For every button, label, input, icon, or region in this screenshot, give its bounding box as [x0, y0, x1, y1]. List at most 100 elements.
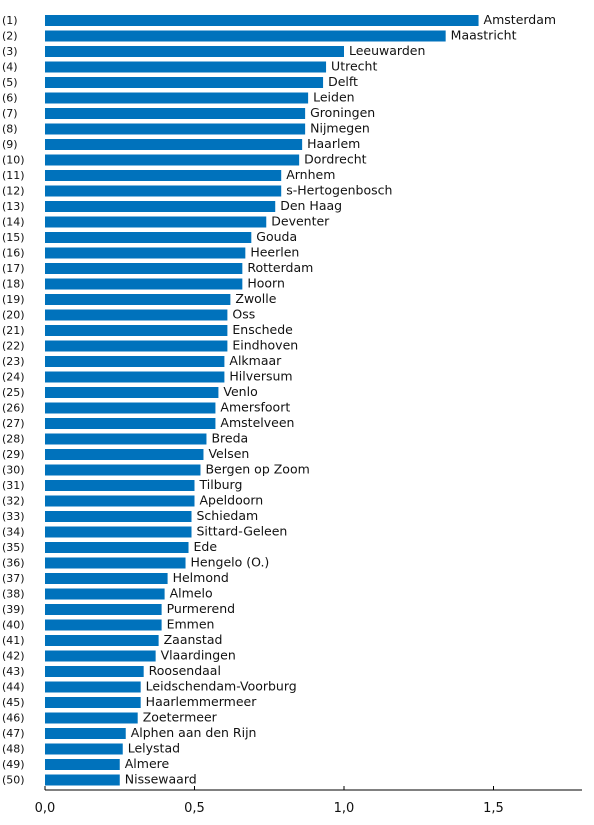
rank-label-50: (50) [2, 774, 25, 787]
city-label-20: Oss [232, 307, 255, 322]
rank-label-32: (32) [2, 495, 25, 508]
city-label-10: Dordrecht [304, 152, 366, 167]
rank-label-8: (8) [2, 123, 18, 136]
bar-46 [45, 712, 138, 724]
city-label-44: Leidschendam-Voorburg [146, 679, 297, 694]
city-label-45: Haarlemmermeer [146, 694, 258, 709]
rank-label-42: (42) [2, 650, 25, 663]
rank-label-9: (9) [2, 138, 18, 151]
rank-label-34: (34) [2, 526, 25, 539]
bar-7 [45, 108, 306, 119]
bar-50 [45, 774, 120, 786]
bar-10 [45, 154, 300, 166]
city-label-33: Schiedam [197, 508, 259, 523]
bar-11 [45, 170, 282, 181]
city-label-23: Alkmaar [229, 353, 282, 368]
city-label-30: Bergen op Zoom [205, 462, 309, 477]
bar-23 [45, 356, 225, 367]
bar-5 [45, 77, 324, 88]
city-label-27: Amstelveen [220, 415, 294, 430]
rank-label-47: (47) [2, 727, 25, 740]
bar-35 [45, 542, 189, 553]
city-label-6: Leiden [313, 90, 354, 105]
city-label-13: Den Haag [280, 198, 342, 213]
city-label-3: Leeuwarden [349, 43, 425, 58]
city-label-34: Sittard-Geleen [197, 524, 288, 539]
city-label-38: Almelo [170, 586, 213, 601]
bar-3 [45, 46, 344, 57]
rank-label-4: (4) [2, 61, 18, 74]
city-label-1: Amsterdam [484, 12, 557, 27]
city-label-4: Utrecht [331, 59, 377, 74]
city-label-36: Hengelo (O.) [191, 555, 270, 570]
bar-31 [45, 480, 195, 491]
rank-label-30: (30) [2, 464, 25, 477]
bar-17 [45, 263, 243, 274]
city-label-42: Vlaardingen [161, 648, 236, 663]
rank-label-13: (13) [2, 200, 25, 213]
bars-group: (1) Amsterdam (2) Maastricht (3) Leeuwarden (4… [2, 12, 556, 787]
city-label-29: Velsen [208, 446, 249, 461]
rank-label-36: (36) [2, 557, 25, 570]
rank-label-35: (35) [2, 541, 25, 554]
rank-label-20: (20) [2, 309, 25, 322]
rank-label-26: (26) [2, 402, 25, 415]
rank-label-41: (41) [2, 634, 25, 647]
rank-label-5: (5) [2, 76, 18, 89]
rank-label-19: (19) [2, 293, 25, 306]
city-label-40: Emmen [167, 617, 215, 632]
x-tick-label-1: 0,5 [184, 801, 205, 816]
rank-label-28: (28) [2, 433, 25, 446]
bar-33 [45, 511, 192, 522]
rank-label-6: (6) [2, 92, 18, 105]
city-label-24: Hilversum [229, 369, 292, 384]
rank-label-45: (45) [2, 696, 25, 709]
city-label-25: Venlo [223, 384, 257, 399]
rank-label-16: (16) [2, 247, 25, 260]
bar-25 [45, 387, 219, 398]
rank-label-21: (21) [2, 324, 25, 337]
x-tick-label-0: 0,0 [35, 801, 56, 816]
bar-28 [45, 433, 207, 445]
city-label-21: Enschede [232, 322, 293, 337]
city-label-46: Zoetermeer [143, 710, 218, 725]
rank-label-18: (18) [2, 278, 25, 291]
bar-2 [45, 30, 446, 42]
rank-label-27: (27) [2, 417, 25, 430]
city-label-7: Groningen [310, 105, 375, 120]
bar-24 [45, 371, 225, 383]
rank-label-24: (24) [2, 371, 25, 384]
city-label-50: Nissewaard [125, 772, 197, 787]
city-label-43: Roosendaal [149, 663, 221, 678]
city-label-47: Alphen aan den Rijn [131, 725, 257, 740]
bar-22 [45, 340, 228, 352]
city-label-11: Arnhem [286, 167, 335, 182]
city-label-26: Amersfoort [220, 400, 290, 415]
bar-49 [45, 759, 120, 770]
bar-38 [45, 588, 165, 600]
bar-21 [45, 325, 228, 336]
rank-label-14: (14) [2, 216, 25, 229]
city-label-39: Purmerend [167, 601, 235, 616]
rank-label-3: (3) [2, 45, 18, 58]
bar-4 [45, 61, 327, 73]
rank-label-46: (46) [2, 712, 25, 725]
bar-47 [45, 728, 126, 739]
rank-label-2: (2) [2, 30, 18, 43]
bar-13 [45, 201, 276, 212]
bar-16 [45, 247, 246, 259]
x-tick-label-2: 1,0 [334, 801, 355, 816]
bar-45 [45, 697, 141, 708]
city-label-31: Tilburg [199, 477, 243, 492]
bar-20 [45, 309, 228, 321]
x-axis: 0,0 0,5 1,0 1,5 [35, 786, 582, 816]
bar-9 [45, 139, 303, 150]
city-label-28: Breda [211, 431, 248, 446]
bar-6 [45, 92, 309, 104]
city-label-17: Rotterdam [247, 260, 313, 275]
bar-27 [45, 418, 216, 429]
bar-32 [45, 495, 195, 507]
bar-12 [45, 185, 282, 197]
city-label-15: Gouda [256, 229, 297, 244]
